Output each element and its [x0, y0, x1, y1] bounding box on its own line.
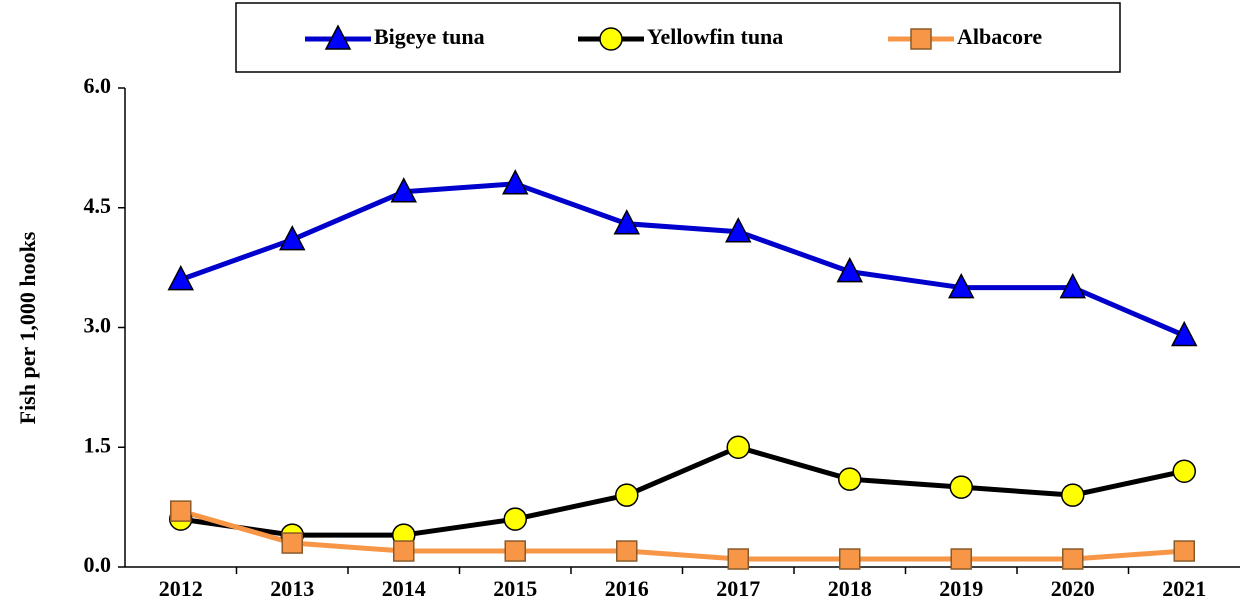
data-point [725, 217, 752, 243]
data-point [281, 532, 303, 554]
data-point [616, 540, 638, 562]
data-point [167, 264, 194, 291]
x-tick-label: 2015 [493, 576, 537, 601]
data-point [726, 435, 750, 459]
data-point [950, 548, 972, 570]
x-tick-label: 2016 [605, 576, 649, 601]
legend-marker [910, 28, 932, 50]
data-point [949, 475, 973, 499]
data-point [948, 272, 975, 299]
data-point [502, 169, 529, 195]
x-tick-label: 2013 [270, 576, 314, 601]
y-tick-label: 4.5 [84, 193, 112, 218]
data-point [836, 256, 863, 283]
y-tick-label: 3.0 [84, 313, 112, 338]
series-line [179, 181, 1186, 338]
data-point [503, 507, 527, 531]
x-tick-label: 2014 [382, 576, 426, 601]
x-tick-label: 2020 [1051, 576, 1095, 601]
data-point [393, 540, 415, 562]
y-tick-label: 1.5 [84, 432, 112, 457]
data-point [839, 548, 861, 570]
legend-label: Yellowfin tuna [647, 24, 783, 49]
data-point [613, 209, 640, 235]
legend-box [235, 2, 1121, 73]
series-line [180, 444, 1185, 538]
y-tick-label: 0.0 [84, 552, 112, 577]
x-tick-label: 2017 [716, 576, 760, 601]
x-tick-label: 2021 [1162, 576, 1206, 601]
data-point [1172, 459, 1196, 483]
data-point [727, 548, 749, 570]
data-point [1059, 272, 1086, 299]
data-point [1061, 483, 1085, 507]
data-point [390, 177, 417, 203]
data-point [1173, 540, 1195, 562]
x-tick-label: 2012 [159, 576, 203, 601]
data-point [1171, 320, 1198, 347]
x-tick-label: 2018 [828, 576, 872, 601]
legend-label: Bigeye tuna [374, 24, 485, 49]
y-tick-label: 6.0 [84, 73, 112, 98]
series-line [180, 508, 1185, 562]
legend-marker [324, 24, 352, 50]
legend-label: Albacore [957, 24, 1042, 49]
data-point [170, 500, 192, 522]
data-point [838, 467, 862, 491]
x-tick-label: 2019 [939, 576, 983, 601]
data-point [504, 540, 526, 562]
legend-marker [599, 27, 623, 51]
data-point [1062, 548, 1084, 570]
data-point [279, 225, 306, 251]
data-point [615, 483, 639, 507]
y-axis-label: Fish per 1,000 hooks [15, 231, 40, 424]
